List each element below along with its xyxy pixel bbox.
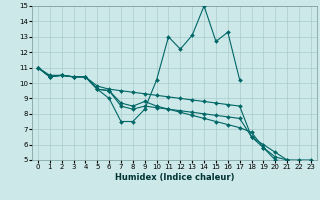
X-axis label: Humidex (Indice chaleur): Humidex (Indice chaleur) bbox=[115, 173, 234, 182]
